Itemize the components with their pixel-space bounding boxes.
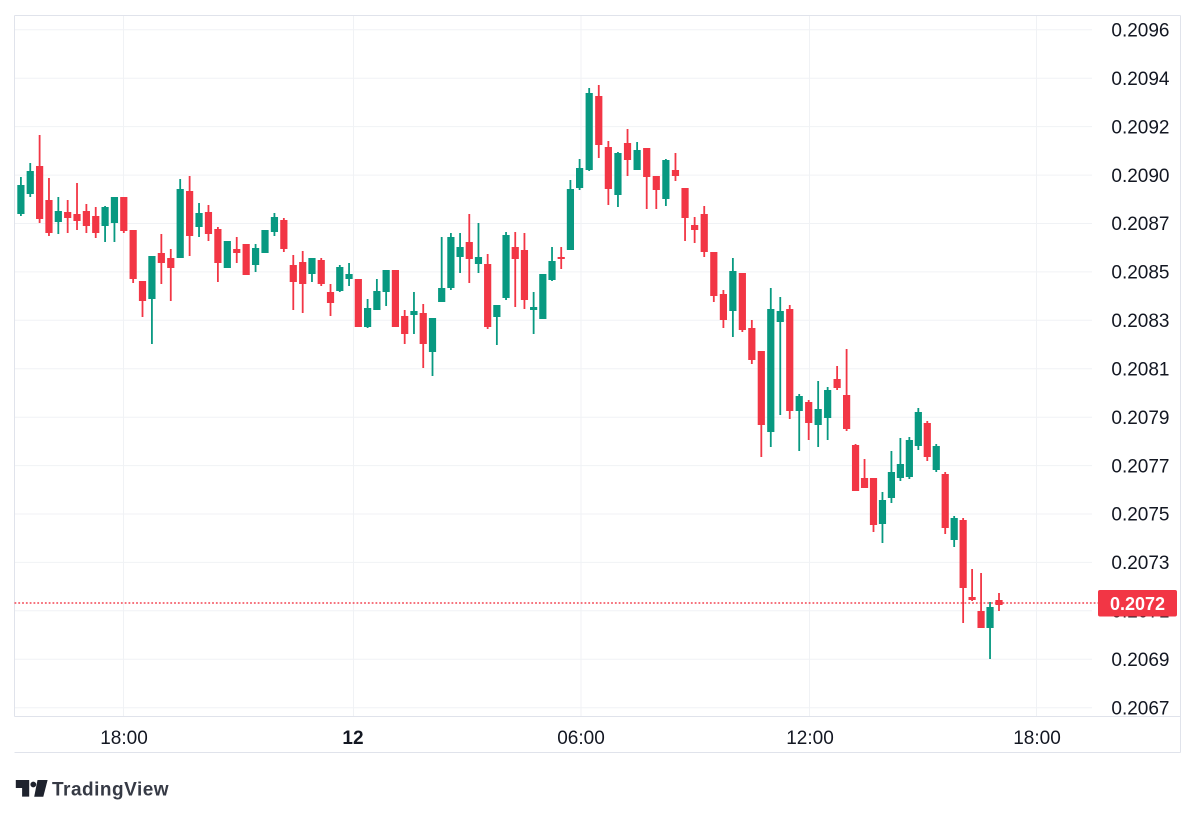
svg-text:12: 12 [342, 728, 363, 749]
svg-text:0.2077: 0.2077 [1111, 456, 1169, 477]
svg-text:0.2073: 0.2073 [1111, 553, 1169, 574]
svg-text:06:00: 06:00 [557, 728, 605, 749]
svg-text:TradingView: TradingView [52, 780, 169, 801]
svg-text:0.2094: 0.2094 [1111, 69, 1170, 90]
svg-text:0.2079: 0.2079 [1111, 408, 1169, 429]
svg-text:12:00: 12:00 [786, 728, 834, 749]
svg-text:18:00: 18:00 [1013, 728, 1061, 749]
svg-text:0.2083: 0.2083 [1111, 311, 1169, 332]
svg-text:0.2081: 0.2081 [1111, 359, 1169, 380]
svg-text:0.2075: 0.2075 [1111, 505, 1169, 526]
svg-text:0.2069: 0.2069 [1111, 650, 1169, 671]
svg-text:0.2085: 0.2085 [1111, 263, 1169, 284]
svg-text:0.2096: 0.2096 [1111, 21, 1169, 42]
svg-text:0.2092: 0.2092 [1111, 117, 1169, 138]
svg-text:0.2087: 0.2087 [1111, 214, 1169, 235]
svg-text:0.2090: 0.2090 [1111, 166, 1169, 187]
svg-text:0.2072: 0.2072 [1110, 594, 1165, 614]
svg-text:0.2067: 0.2067 [1111, 698, 1169, 719]
svg-text:18:00: 18:00 [100, 728, 148, 749]
